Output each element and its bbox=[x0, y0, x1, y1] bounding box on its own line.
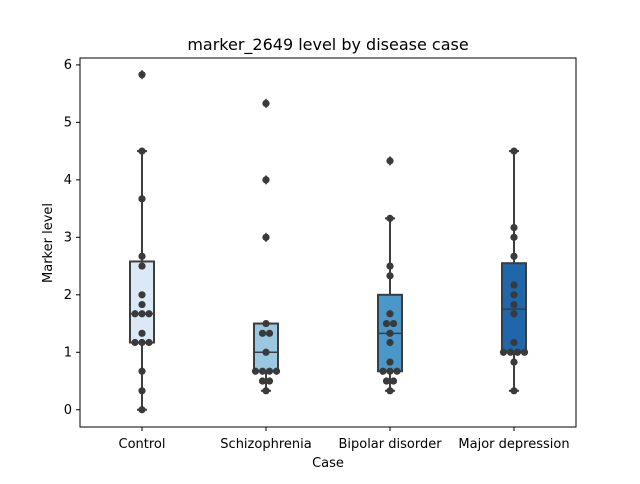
x-tick-label: Schizophrenia bbox=[220, 437, 311, 452]
y-tick-label: 5 bbox=[64, 115, 72, 130]
data-point bbox=[258, 377, 267, 385]
data-point bbox=[510, 281, 518, 289]
data-point bbox=[520, 348, 529, 356]
data-point bbox=[251, 367, 260, 375]
data-point bbox=[131, 338, 139, 347]
data-point bbox=[258, 329, 267, 337]
data-point bbox=[379, 367, 387, 375]
data-point bbox=[265, 367, 274, 375]
data-point bbox=[386, 157, 394, 165]
data-point bbox=[382, 319, 391, 328]
data-point bbox=[389, 377, 398, 385]
data-point bbox=[393, 367, 401, 375]
data-point bbox=[510, 310, 518, 318]
data-point bbox=[386, 358, 394, 366]
y-tick-label: 4 bbox=[64, 173, 72, 188]
y-tick-label: 3 bbox=[64, 230, 72, 245]
data-point bbox=[138, 406, 146, 414]
y-axis-label: Marker level bbox=[41, 203, 56, 283]
data-point bbox=[510, 387, 518, 395]
data-point bbox=[138, 310, 146, 318]
data-point bbox=[272, 367, 281, 375]
data-point bbox=[138, 338, 146, 347]
x-tick-label: Control bbox=[119, 437, 166, 452]
y-tick-label: 2 bbox=[64, 288, 72, 303]
data-point bbox=[499, 348, 508, 356]
data-point bbox=[262, 319, 270, 328]
data-point bbox=[262, 348, 270, 356]
data-point bbox=[138, 262, 146, 270]
data-point bbox=[513, 348, 522, 356]
data-point bbox=[258, 367, 267, 375]
data-point bbox=[138, 329, 146, 337]
data-point bbox=[510, 338, 518, 347]
data-point bbox=[389, 319, 398, 328]
data-point bbox=[131, 310, 139, 318]
data-point bbox=[265, 377, 274, 385]
data-point bbox=[262, 233, 270, 241]
x-axis-label: Case bbox=[312, 456, 344, 471]
y-tick-label: 6 bbox=[64, 58, 72, 73]
data-point bbox=[145, 310, 153, 318]
data-point bbox=[145, 338, 153, 347]
chart-title: marker_2649 level by disease case bbox=[187, 35, 468, 55]
data-point bbox=[386, 329, 394, 337]
x-tick-label: Bipolar disorder bbox=[338, 437, 442, 452]
data-point bbox=[506, 348, 515, 356]
data-point bbox=[510, 223, 518, 232]
data-point bbox=[386, 338, 394, 347]
data-point bbox=[510, 147, 518, 155]
data-point bbox=[510, 233, 518, 241]
data-point bbox=[386, 272, 394, 280]
data-point bbox=[386, 262, 394, 270]
data-point bbox=[138, 147, 146, 155]
data-point bbox=[138, 367, 146, 375]
x-tick-label: Major depression bbox=[458, 437, 569, 452]
plot-frame bbox=[79, 57, 577, 428]
data-point bbox=[386, 367, 394, 375]
data-point bbox=[138, 252, 146, 260]
data-point bbox=[138, 300, 146, 309]
data-point bbox=[510, 291, 518, 299]
data-point bbox=[510, 300, 518, 309]
data-point bbox=[510, 252, 518, 260]
box-iqr bbox=[253, 322, 279, 373]
data-point bbox=[386, 214, 394, 222]
data-point bbox=[138, 195, 146, 203]
data-point bbox=[386, 387, 394, 395]
y-tick-label: 1 bbox=[64, 345, 72, 360]
data-point bbox=[265, 329, 274, 337]
data-point bbox=[262, 387, 270, 395]
y-tick-label: 0 bbox=[64, 403, 72, 418]
data-point bbox=[138, 71, 146, 79]
data-point bbox=[138, 291, 146, 299]
plot-area: 0 1 2 3 4 5 6 Control Schizophrenia Bipolar disor… bbox=[64, 57, 577, 452]
data-point bbox=[382, 377, 391, 385]
data-point bbox=[138, 387, 146, 395]
data-point bbox=[262, 99, 270, 108]
data-point bbox=[510, 358, 518, 366]
data-point bbox=[386, 310, 394, 318]
data-point bbox=[262, 176, 270, 184]
